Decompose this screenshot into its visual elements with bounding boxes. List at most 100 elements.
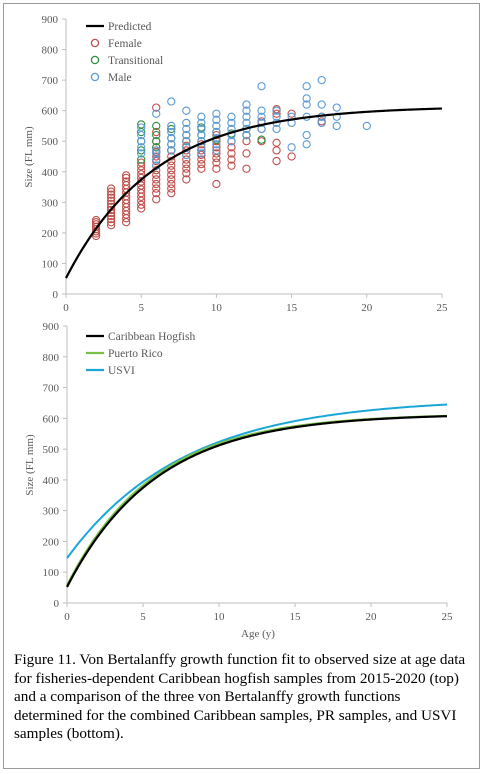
top-scatter-chart: 0 100 200 300 400 500 600 700 800 900 0 5 10 15 20 25 Si… (23, 14, 448, 314)
data-point-female (227, 161, 236, 170)
data-point-female (167, 175, 176, 184)
y-tick-label: 200 (43, 536, 60, 548)
data-point-female (167, 170, 176, 179)
data-point-female (212, 158, 221, 167)
y-tick-label: 0 (53, 289, 59, 301)
data-point-male (242, 112, 251, 121)
data-point-female (182, 155, 191, 164)
y-tick-label: 400 (42, 167, 59, 179)
data-point-female (197, 146, 206, 155)
data-point-male (182, 118, 191, 128)
data-point-female (197, 164, 206, 173)
data-point-male (212, 121, 221, 131)
data-point-transitional (137, 155, 146, 164)
data-point-female (287, 152, 296, 161)
data-point-male (242, 106, 251, 115)
data-point-male (137, 123, 146, 132)
y-tick-label: 0 (54, 598, 60, 610)
data-point-male (242, 118, 251, 128)
data-point-female (106, 218, 116, 227)
y-tick-label: 500 (42, 136, 59, 148)
y-tick-label: 900 (42, 14, 59, 26)
data-point-female (106, 196, 116, 205)
data-point-male (302, 140, 311, 149)
x-tick-label: 20 (366, 611, 378, 623)
data-point-male (302, 130, 311, 140)
data-point-male (212, 127, 221, 137)
data-point-female (122, 171, 131, 180)
predicted-curve (65, 107, 443, 279)
y-axis-title: Size (FL mm) (24, 434, 36, 496)
x-tick-label: 5 (140, 611, 146, 623)
y-tick-label: 700 (43, 383, 60, 395)
figure-frame (3, 3, 480, 769)
data-point-male (242, 130, 251, 140)
legend-female-swatch (90, 38, 100, 48)
data-point-female (91, 215, 101, 225)
data-point-male (317, 118, 326, 128)
y-tick-label: 900 (43, 321, 60, 333)
legend-puerto-rico-label: Puerto Rico (108, 348, 163, 360)
data-point-female (182, 146, 191, 155)
data-point-female (152, 184, 161, 193)
data-point-transitional (137, 146, 146, 155)
data-point-female (167, 189, 176, 198)
data-point-female (167, 166, 176, 175)
data-point-male (182, 106, 191, 115)
data-point-male (272, 124, 281, 134)
data-point-male (272, 112, 281, 121)
y-tick-label: 300 (42, 197, 59, 209)
x-tick-label: 0 (63, 302, 69, 314)
y-tick-label: 100 (42, 258, 59, 270)
data-point-female (106, 205, 116, 215)
data-point-transitional (167, 124, 176, 134)
data-point-male (227, 118, 236, 128)
y-tick-label: 400 (43, 475, 60, 487)
data-point-male (257, 82, 266, 91)
data-point-male (212, 109, 221, 118)
legend-transitional-swatch (90, 55, 100, 65)
data-point-male (332, 103, 341, 112)
y-tick-label: 100 (43, 567, 60, 579)
data-point-transitional (152, 121, 161, 131)
x-tick-label: 10 (214, 611, 226, 623)
data-point-female (152, 189, 161, 198)
data-point-female (272, 156, 281, 166)
data-point-transitional (152, 137, 161, 146)
x-tick-label: 15 (286, 302, 298, 314)
data-point-male (152, 109, 161, 118)
y-tick-label: 600 (43, 413, 60, 425)
data-point-female (106, 211, 116, 221)
data-point-female (137, 185, 146, 194)
data-point-male (167, 127, 176, 137)
y-tick-label: 800 (42, 45, 59, 57)
data-point-female (227, 149, 236, 158)
data-point-female (106, 214, 116, 224)
data-point-male (152, 155, 161, 164)
data-point-male (257, 112, 266, 121)
data-point-female (106, 221, 116, 230)
y-tick-label: 800 (43, 352, 60, 364)
data-point-male (272, 106, 281, 115)
legend-male-swatch (90, 72, 100, 82)
data-point-transitional (257, 135, 266, 144)
data-point-male (302, 100, 311, 109)
y-tick-label: 700 (42, 75, 59, 87)
data-point-male (257, 118, 266, 128)
data-point-female (152, 103, 161, 112)
data-point-male (212, 140, 221, 149)
data-point-male (227, 137, 236, 146)
data-point-female (106, 193, 116, 202)
growth-curve-puerto-rico (66, 414, 448, 586)
data-point-female (137, 200, 146, 209)
data-point-female (272, 146, 281, 155)
data-point-female (242, 149, 251, 158)
data-point-female (106, 184, 116, 193)
x-tick-label: 25 (442, 611, 454, 623)
data-point-male (197, 130, 206, 140)
data-point-male (182, 124, 191, 134)
data-point-male (167, 121, 176, 131)
x-tick-label: 10 (211, 302, 223, 314)
data-point-male (242, 100, 251, 109)
